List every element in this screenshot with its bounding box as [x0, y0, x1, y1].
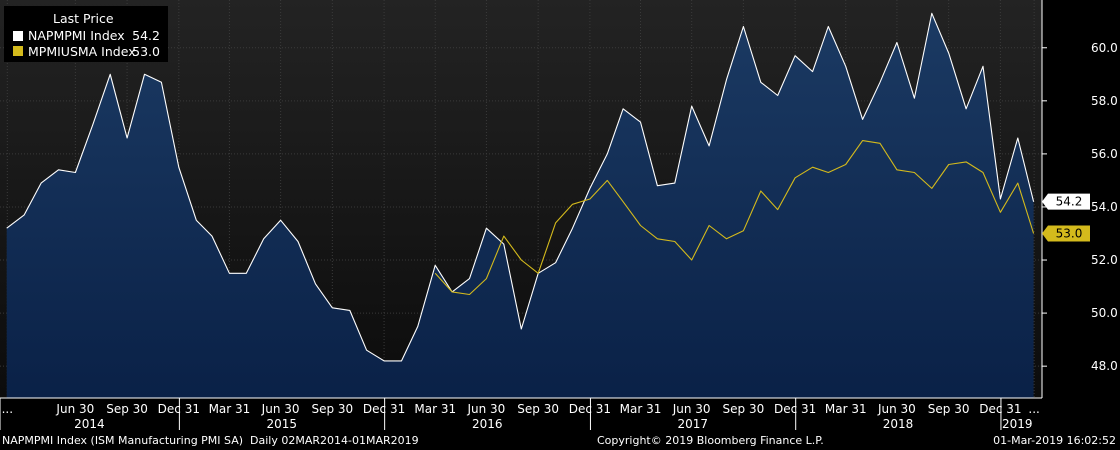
- legend: Last Price NAPMPMI Index 54.2 MPMIUSMA I…: [4, 6, 168, 62]
- x-tick-label: Mar 31: [414, 402, 456, 416]
- last-value-box: [1042, 193, 1090, 210]
- legend-swatch-series-1: [13, 31, 23, 41]
- x-tick-label: Dec 31: [979, 402, 1021, 416]
- x-year-label: 2019: [1002, 417, 1033, 431]
- x-year-label: 2015: [266, 417, 297, 431]
- legend-value-series-1: 54.2: [132, 28, 160, 43]
- x-tick-label: Jun 30: [261, 402, 300, 416]
- y-tick-label: 58.0: [1091, 94, 1118, 108]
- x-year-label: 2018: [883, 417, 914, 431]
- legend-swatch-series-2: [13, 46, 23, 56]
- x-tick-label: Dec 31: [363, 402, 405, 416]
- x-tick-label: Dec 31: [569, 402, 611, 416]
- last-value-box: [1042, 225, 1090, 242]
- series-area-napmpmi: [6, 13, 1034, 399]
- x-tick-label: Mar 31: [825, 402, 867, 416]
- x-tick-label: Jun 30: [672, 402, 711, 416]
- y-tick-label: 56.0: [1091, 147, 1118, 161]
- y-tick-label: 48.0: [1091, 359, 1118, 373]
- x-year-label: 2014: [74, 417, 105, 431]
- last-value-marker-napmpmi: 54.2: [1042, 193, 1090, 210]
- x-tick-label: Sep 30: [517, 402, 559, 416]
- x-tick-label: Mar 31: [620, 402, 662, 416]
- legend-title: Last Price: [53, 11, 114, 26]
- x-year-label: 2017: [678, 417, 709, 431]
- x-tick-label: Sep 30: [723, 402, 765, 416]
- last-value-marker-mpmiusma: 53.0: [1042, 225, 1090, 242]
- y-tick-label: 54.0: [1091, 200, 1118, 214]
- legend-box: [4, 6, 168, 62]
- y-tick-label: 52.0: [1091, 253, 1118, 267]
- x-tick-label: Mar 31: [209, 402, 251, 416]
- x-tick-label: ...: [1028, 402, 1039, 416]
- footer-description: NAPMPMI Index (ISM Manufacturing PMI SA)…: [2, 434, 419, 447]
- footer-copyright: Copyright© 2019 Bloomberg Finance L.P.: [597, 434, 824, 447]
- footer-bar: NAPMPMI Index (ISM Manufacturing PMI SA)…: [0, 432, 1120, 450]
- legend-label-series-1: NAPMPMI Index: [28, 28, 125, 43]
- price-chart: 48.0 50.0 52.0 54.0 56.0 58.0 60.0 ... Jun 30 Se…: [0, 0, 1118, 431]
- footer-timestamp: 01-Mar-2019 16:02:52: [993, 434, 1116, 447]
- x-year-label: 2016: [472, 417, 503, 431]
- x-tick-label: Sep 30: [928, 402, 970, 416]
- series-line-mpmiusma: [434, 140, 1035, 296]
- last-value-label: 53.0: [1056, 226, 1083, 240]
- last-value-label: 54.2: [1056, 195, 1083, 209]
- x-tick-label: Sep 30: [106, 402, 148, 416]
- x-tick-label: Jun 30: [877, 402, 916, 416]
- series-line-napmpmi: [6, 12, 1035, 362]
- y-tick-label: 50.0: [1091, 306, 1118, 320]
- x-tick-label: Jun 30: [55, 402, 94, 416]
- legend-label-series-2: MPMIUSMA Index: [28, 44, 136, 59]
- x-tick-label: Sep 30: [311, 402, 353, 416]
- x-axis: ... Jun 30 Sep 30 Dec 31 Mar 31 Jun 30 Sep 30 D…: [0, 397, 1042, 431]
- x-tick-label: Dec 31: [158, 402, 200, 416]
- y-axis: 48.0 50.0 52.0 54.0 56.0 58.0 60.0: [1041, 0, 1118, 398]
- x-tick-label: Jun 30: [466, 402, 505, 416]
- y-tick-label: 60.0: [1091, 41, 1118, 55]
- x-tick-label: ...: [2, 402, 13, 416]
- x-tick-label: Dec 31: [774, 402, 816, 416]
- legend-value-series-2: 53.0: [132, 44, 160, 59]
